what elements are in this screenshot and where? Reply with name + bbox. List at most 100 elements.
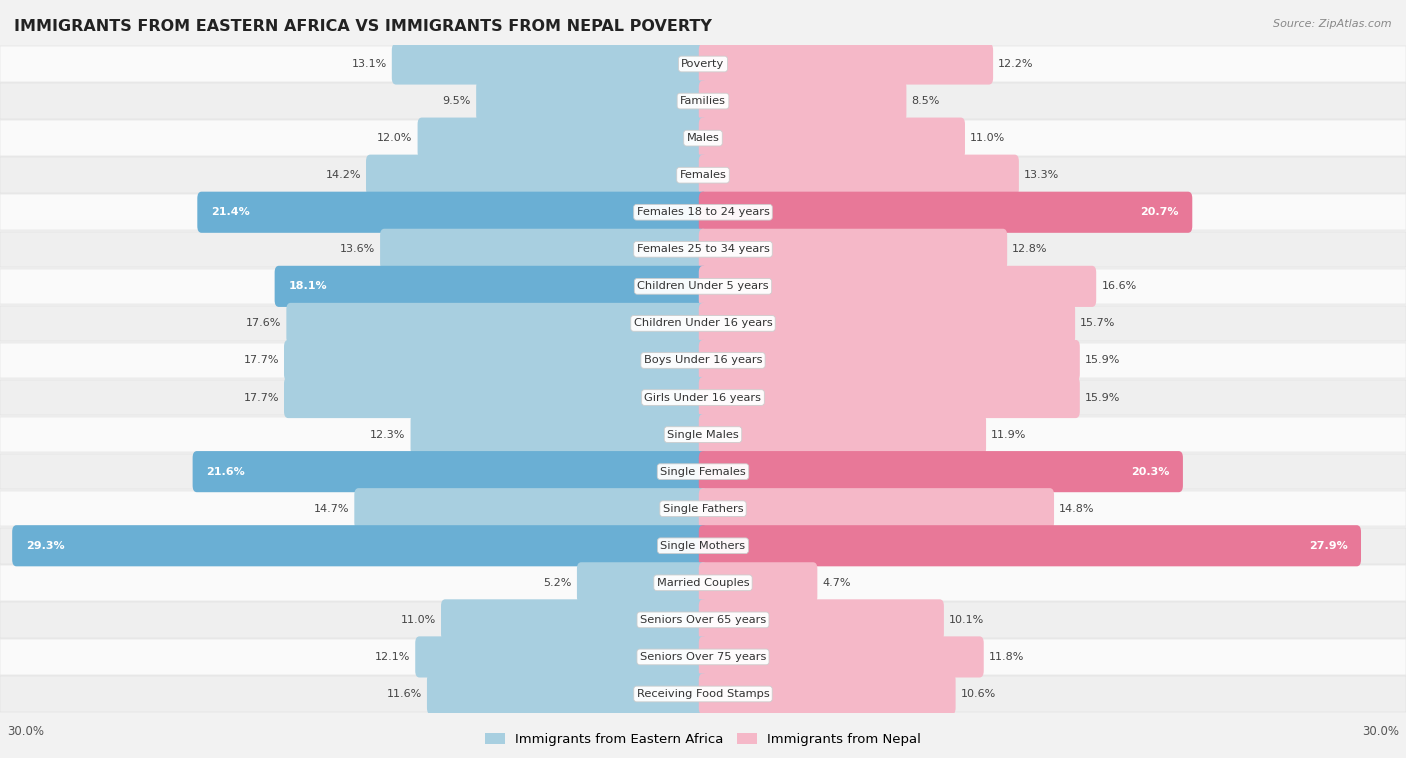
Text: Source: ZipAtlas.com: Source: ZipAtlas.com <box>1274 19 1392 29</box>
FancyBboxPatch shape <box>699 673 956 715</box>
FancyBboxPatch shape <box>197 192 707 233</box>
FancyBboxPatch shape <box>699 562 817 603</box>
FancyBboxPatch shape <box>699 155 1019 196</box>
FancyBboxPatch shape <box>284 340 707 381</box>
Bar <box>0 305 1406 341</box>
FancyBboxPatch shape <box>699 637 984 678</box>
Text: Receiving Food Stamps: Receiving Food Stamps <box>637 689 769 699</box>
FancyBboxPatch shape <box>274 266 707 307</box>
FancyBboxPatch shape <box>699 117 965 158</box>
Text: 15.9%: 15.9% <box>1085 393 1121 402</box>
Text: 15.7%: 15.7% <box>1080 318 1115 328</box>
Text: 12.3%: 12.3% <box>370 430 405 440</box>
FancyBboxPatch shape <box>418 117 707 158</box>
Text: 9.5%: 9.5% <box>443 96 471 106</box>
Text: 5.2%: 5.2% <box>543 578 572 587</box>
Bar <box>0 454 1406 490</box>
Text: 11.6%: 11.6% <box>387 689 422 699</box>
FancyBboxPatch shape <box>699 600 943 641</box>
Text: 11.0%: 11.0% <box>970 133 1005 143</box>
Bar <box>0 195 1406 230</box>
Text: 17.7%: 17.7% <box>243 356 278 365</box>
FancyBboxPatch shape <box>193 451 707 492</box>
FancyBboxPatch shape <box>392 43 707 85</box>
Text: Children Under 16 years: Children Under 16 years <box>634 318 772 328</box>
Text: 13.6%: 13.6% <box>340 244 375 254</box>
FancyBboxPatch shape <box>287 303 707 344</box>
Text: 29.3%: 29.3% <box>25 540 65 551</box>
Text: Boys Under 16 years: Boys Under 16 years <box>644 356 762 365</box>
FancyBboxPatch shape <box>415 637 707 678</box>
Text: 27.9%: 27.9% <box>1309 540 1347 551</box>
FancyBboxPatch shape <box>699 377 1080 418</box>
Text: Single Mothers: Single Mothers <box>661 540 745 551</box>
Text: Males: Males <box>686 133 720 143</box>
Bar <box>0 602 1406 637</box>
Text: Females 25 to 34 years: Females 25 to 34 years <box>637 244 769 254</box>
Bar <box>0 417 1406 453</box>
Text: 10.1%: 10.1% <box>949 615 984 625</box>
Bar <box>0 46 1406 82</box>
Bar <box>0 268 1406 304</box>
FancyBboxPatch shape <box>441 600 707 641</box>
Text: 13.1%: 13.1% <box>352 59 387 69</box>
Text: 21.4%: 21.4% <box>211 207 250 218</box>
FancyBboxPatch shape <box>13 525 707 566</box>
Text: 4.7%: 4.7% <box>823 578 851 587</box>
Text: Married Couples: Married Couples <box>657 578 749 587</box>
Text: Families: Families <box>681 96 725 106</box>
Text: Seniors Over 65 years: Seniors Over 65 years <box>640 615 766 625</box>
Text: 11.9%: 11.9% <box>991 430 1026 440</box>
Bar <box>0 639 1406 675</box>
Bar <box>0 121 1406 156</box>
Text: Single Females: Single Females <box>661 467 745 477</box>
Text: 16.6%: 16.6% <box>1101 281 1136 291</box>
Text: 15.9%: 15.9% <box>1085 356 1121 365</box>
FancyBboxPatch shape <box>427 673 707 715</box>
Text: Females: Females <box>679 171 727 180</box>
FancyBboxPatch shape <box>699 451 1182 492</box>
Text: Poverty: Poverty <box>682 59 724 69</box>
Text: 14.7%: 14.7% <box>314 504 349 514</box>
Text: 17.7%: 17.7% <box>243 393 278 402</box>
FancyBboxPatch shape <box>699 192 1192 233</box>
Text: 12.1%: 12.1% <box>375 652 411 662</box>
Text: Seniors Over 75 years: Seniors Over 75 years <box>640 652 766 662</box>
Bar <box>0 83 1406 119</box>
Text: 12.0%: 12.0% <box>377 133 412 143</box>
Text: 8.5%: 8.5% <box>911 96 941 106</box>
FancyBboxPatch shape <box>699 414 986 455</box>
Text: 11.0%: 11.0% <box>401 615 436 625</box>
Bar <box>0 158 1406 193</box>
Text: Single Males: Single Males <box>666 430 740 440</box>
Text: Single Fathers: Single Fathers <box>662 504 744 514</box>
FancyBboxPatch shape <box>354 488 707 529</box>
Text: 18.1%: 18.1% <box>288 281 326 291</box>
Text: 14.8%: 14.8% <box>1059 504 1095 514</box>
FancyBboxPatch shape <box>699 340 1080 381</box>
FancyBboxPatch shape <box>284 377 707 418</box>
Bar <box>0 380 1406 415</box>
Text: 12.8%: 12.8% <box>1012 244 1047 254</box>
Text: 30.0%: 30.0% <box>1362 725 1399 738</box>
Bar <box>0 565 1406 600</box>
Text: 20.7%: 20.7% <box>1140 207 1178 218</box>
FancyBboxPatch shape <box>699 488 1054 529</box>
Bar <box>0 528 1406 563</box>
Text: 11.8%: 11.8% <box>988 652 1024 662</box>
FancyBboxPatch shape <box>411 414 707 455</box>
FancyBboxPatch shape <box>576 562 707 603</box>
FancyBboxPatch shape <box>366 155 707 196</box>
Text: Children Under 5 years: Children Under 5 years <box>637 281 769 291</box>
Text: 20.3%: 20.3% <box>1130 467 1170 477</box>
Bar <box>0 231 1406 267</box>
FancyBboxPatch shape <box>699 525 1361 566</box>
FancyBboxPatch shape <box>699 266 1097 307</box>
Text: 30.0%: 30.0% <box>7 725 44 738</box>
FancyBboxPatch shape <box>477 80 707 121</box>
Text: 10.6%: 10.6% <box>960 689 995 699</box>
Text: Girls Under 16 years: Girls Under 16 years <box>644 393 762 402</box>
FancyBboxPatch shape <box>699 303 1076 344</box>
Text: 12.2%: 12.2% <box>998 59 1033 69</box>
FancyBboxPatch shape <box>380 229 707 270</box>
